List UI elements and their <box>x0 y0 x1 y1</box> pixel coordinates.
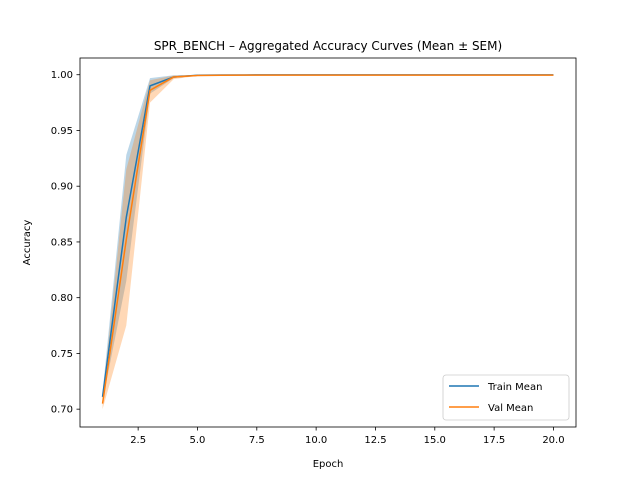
series-lines <box>101 74 554 404</box>
x-tick-label: 7.5 <box>249 435 265 446</box>
plot-frame <box>79 57 577 428</box>
x-axis-ticks: 2.5 5.0 7.5 10.0 12.5 15.0 17.5 20.0 <box>130 427 565 446</box>
legend: Train Mean Val Mean <box>442 374 570 421</box>
chart-title: SPR_BENCH – Aggregated Accuracy Curves (… <box>154 39 502 53</box>
y-tick-label: 0.90 <box>51 182 73 193</box>
x-tick-label: 15.0 <box>424 435 446 446</box>
y-tick-label: 0.80 <box>51 293 73 304</box>
y-axis-label: Accuracy <box>22 220 33 266</box>
y-tick-label: 0.85 <box>51 237 73 248</box>
legend-label-train: Train Mean <box>487 382 542 393</box>
y-tick-label: 1.00 <box>51 70 73 81</box>
series-line-val <box>101 74 554 404</box>
y-tick-label: 0.95 <box>51 126 73 137</box>
x-tick-label: 20.0 <box>542 435 564 446</box>
y-tick-label: 0.75 <box>51 349 73 360</box>
y-axis-ticks: 0.70 0.75 0.80 0.85 0.90 0.95 1.00 <box>51 70 80 416</box>
x-tick-label: 12.5 <box>364 435 386 446</box>
x-tick-label: 10.0 <box>305 435 327 446</box>
y-tick-label: 0.70 <box>51 405 73 416</box>
x-axis-label: Epoch <box>313 459 344 470</box>
x-tick-label: 17.5 <box>483 435 505 446</box>
x-tick-label: 2.5 <box>130 435 146 446</box>
x-tick-label: 5.0 <box>190 435 206 446</box>
legend-label-val: Val Mean <box>488 403 533 414</box>
